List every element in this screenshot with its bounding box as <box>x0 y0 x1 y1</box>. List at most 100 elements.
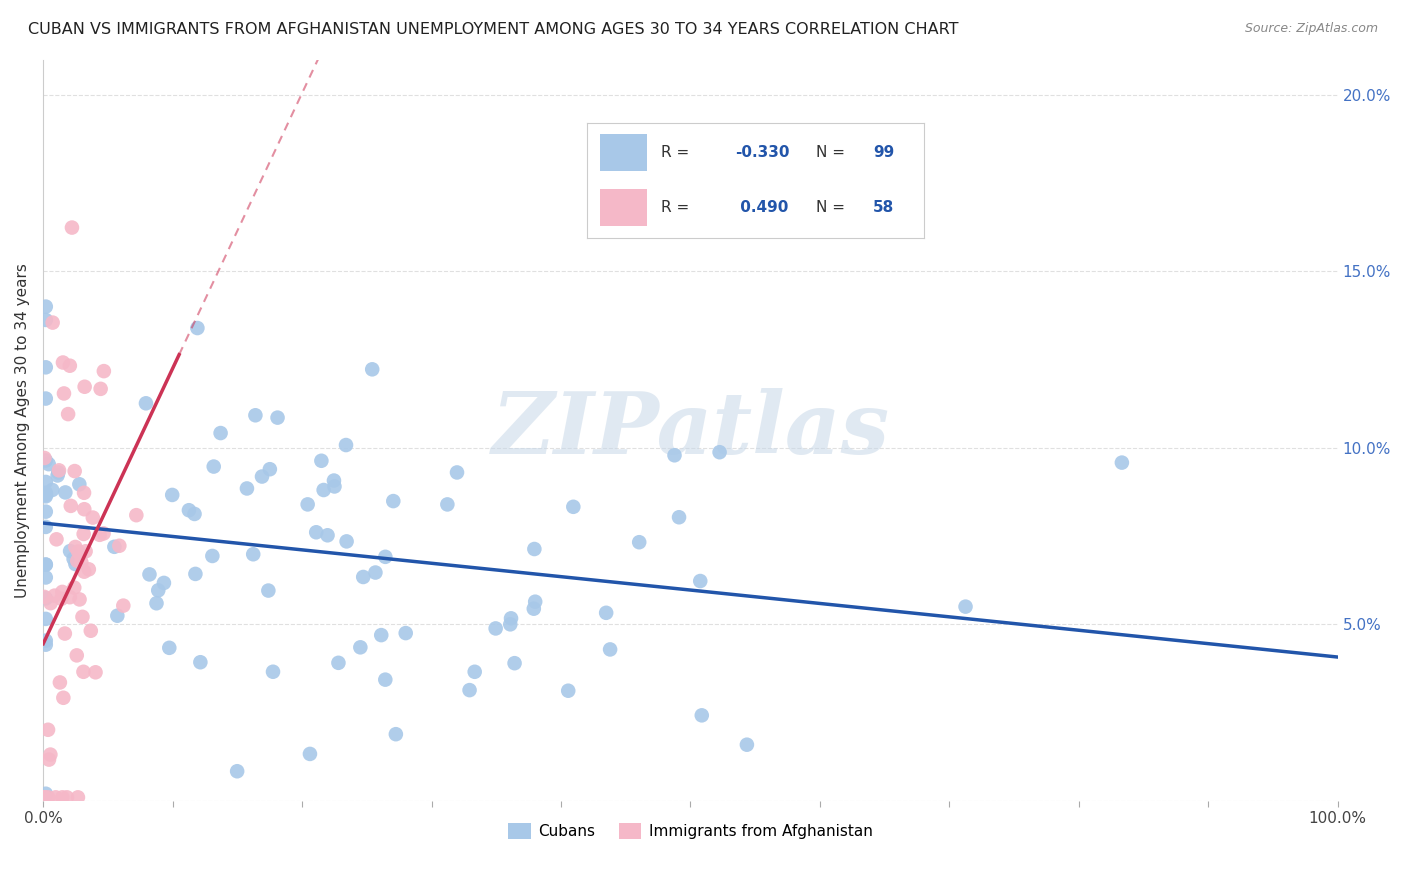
Point <box>311 454 333 468</box>
Point <box>395 626 418 640</box>
Point <box>370 628 392 642</box>
Point <box>35 520 58 534</box>
Point <box>35 570 58 584</box>
Y-axis label: Unemployment Among Ages 30 to 34 years: Unemployment Among Ages 30 to 34 years <box>15 263 30 598</box>
Point <box>153 576 176 591</box>
Point <box>242 547 264 561</box>
Point <box>266 410 288 425</box>
Point <box>37 790 59 805</box>
Point <box>184 566 207 581</box>
Point <box>67 544 90 558</box>
Point <box>35 489 58 503</box>
Point <box>374 549 396 564</box>
Point <box>39 747 62 762</box>
Point <box>250 469 273 483</box>
Point <box>138 567 160 582</box>
Point <box>157 640 180 655</box>
Point <box>335 438 357 452</box>
Point <box>446 466 468 480</box>
Point <box>689 574 711 588</box>
Point <box>34 790 56 805</box>
Point <box>108 539 131 553</box>
Point <box>35 313 58 327</box>
Point <box>59 544 82 558</box>
Point <box>41 483 63 497</box>
Point <box>89 528 111 542</box>
Point <box>298 747 321 761</box>
Point <box>35 300 58 314</box>
Point <box>35 485 58 500</box>
Point <box>35 633 58 648</box>
Point <box>595 606 617 620</box>
Point <box>73 502 96 516</box>
Point <box>34 450 56 465</box>
Point <box>336 534 359 549</box>
Point <box>44 589 66 603</box>
Point <box>312 483 335 497</box>
Point <box>69 592 91 607</box>
Point <box>524 595 547 609</box>
Point <box>35 638 58 652</box>
Point <box>236 482 259 496</box>
Point <box>709 445 731 459</box>
Point <box>735 738 758 752</box>
Point <box>65 540 87 554</box>
Point <box>245 409 267 423</box>
Point <box>80 624 103 638</box>
Point <box>35 505 58 519</box>
Point <box>73 527 96 541</box>
Point <box>382 494 405 508</box>
Point <box>183 507 205 521</box>
Point <box>148 583 170 598</box>
Point <box>34 790 56 805</box>
Point <box>60 220 83 235</box>
Point <box>69 547 91 561</box>
Point <box>35 787 58 801</box>
Point <box>72 610 94 624</box>
Point <box>38 753 60 767</box>
Point <box>39 596 62 610</box>
Point <box>177 503 200 517</box>
Point <box>190 655 212 669</box>
Point <box>52 690 75 705</box>
Point <box>499 611 522 625</box>
Point <box>361 362 384 376</box>
Point <box>105 608 128 623</box>
Point <box>385 727 408 741</box>
Point <box>35 475 58 489</box>
Point <box>35 558 58 572</box>
Point <box>364 566 387 580</box>
Point <box>374 673 396 687</box>
Point <box>41 316 63 330</box>
Point <box>35 591 58 606</box>
Point <box>436 497 458 511</box>
Text: ZIPatlas: ZIPatlas <box>492 389 890 472</box>
Point <box>599 642 621 657</box>
Point <box>45 533 67 547</box>
Point <box>66 554 89 568</box>
Point <box>209 425 232 440</box>
Point <box>145 596 167 610</box>
Point <box>349 640 371 655</box>
Point <box>82 510 104 524</box>
Point <box>35 612 58 626</box>
Point <box>66 790 89 805</box>
Point <box>67 477 90 491</box>
Point <box>48 463 70 477</box>
Point <box>73 485 96 500</box>
Point <box>316 528 339 542</box>
Point <box>46 466 69 480</box>
Point <box>62 552 84 566</box>
Text: CUBAN VS IMMIGRANTS FROM AFGHANISTAN UNEMPLOYMENT AMONG AGES 30 TO 34 YEARS CORR: CUBAN VS IMMIGRANTS FROM AFGHANISTAN UNE… <box>28 22 959 37</box>
Point <box>46 468 69 483</box>
Point <box>52 386 75 401</box>
Point <box>90 382 112 396</box>
Point <box>103 540 125 554</box>
Point <box>37 723 59 737</box>
Point <box>73 380 96 394</box>
Point <box>70 555 93 569</box>
Point <box>503 656 526 670</box>
Point <box>458 683 481 698</box>
Point <box>63 581 86 595</box>
Point <box>125 508 148 523</box>
